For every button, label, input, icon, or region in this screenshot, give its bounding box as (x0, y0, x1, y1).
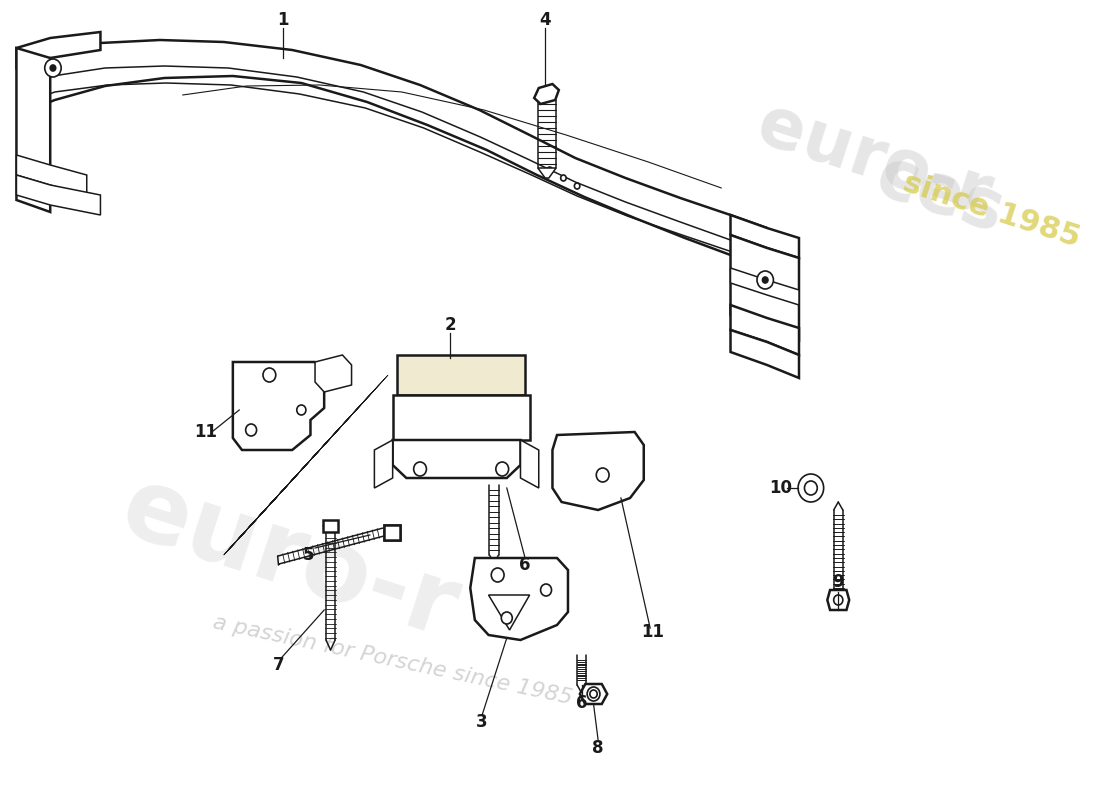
Circle shape (757, 271, 773, 289)
Circle shape (547, 167, 552, 173)
Polygon shape (16, 155, 87, 195)
Polygon shape (393, 395, 529, 440)
Circle shape (561, 175, 566, 181)
Text: 1: 1 (277, 11, 289, 29)
Text: 3: 3 (476, 713, 488, 731)
Polygon shape (374, 440, 393, 488)
Circle shape (799, 474, 824, 502)
Text: 4: 4 (539, 11, 551, 29)
Polygon shape (535, 84, 559, 104)
Text: 6: 6 (576, 694, 587, 712)
Polygon shape (471, 558, 568, 640)
Polygon shape (384, 525, 400, 540)
Text: 7: 7 (273, 656, 284, 674)
Text: 6: 6 (519, 556, 531, 574)
Text: 5: 5 (302, 546, 315, 564)
Polygon shape (580, 684, 607, 704)
Polygon shape (538, 168, 557, 178)
Circle shape (492, 568, 504, 582)
Polygon shape (233, 362, 324, 450)
Polygon shape (16, 175, 100, 215)
Polygon shape (323, 520, 338, 532)
Text: euro-r: euro-r (110, 460, 470, 660)
Text: since 1985: since 1985 (900, 168, 1085, 252)
Circle shape (590, 690, 597, 698)
Circle shape (596, 468, 609, 482)
Polygon shape (315, 355, 352, 392)
Text: a passion for Porsche since 1985: a passion for Porsche since 1985 (211, 612, 574, 708)
Circle shape (51, 65, 56, 71)
Circle shape (502, 612, 513, 624)
Circle shape (245, 424, 256, 436)
Polygon shape (730, 305, 799, 355)
Polygon shape (730, 330, 799, 378)
Circle shape (762, 277, 768, 283)
Circle shape (834, 595, 843, 605)
Circle shape (587, 687, 600, 701)
Text: 11: 11 (194, 423, 217, 441)
Circle shape (45, 59, 62, 77)
Polygon shape (520, 440, 539, 488)
Polygon shape (730, 235, 799, 340)
Polygon shape (19, 40, 767, 268)
Circle shape (297, 405, 306, 415)
Circle shape (804, 481, 817, 495)
Circle shape (496, 462, 508, 476)
Text: 8: 8 (593, 739, 604, 757)
Polygon shape (730, 215, 799, 258)
Polygon shape (730, 268, 799, 305)
Polygon shape (393, 440, 520, 478)
Polygon shape (488, 595, 529, 630)
Circle shape (574, 183, 580, 189)
Circle shape (414, 462, 427, 476)
Polygon shape (827, 590, 849, 610)
Circle shape (540, 584, 551, 596)
Text: euro-r: euro-r (749, 91, 999, 229)
Polygon shape (552, 432, 644, 510)
Text: ces: ces (868, 143, 1012, 247)
Text: 2: 2 (444, 316, 456, 334)
Polygon shape (397, 355, 525, 395)
Polygon shape (16, 48, 51, 212)
Circle shape (263, 368, 276, 382)
Text: 9: 9 (833, 573, 844, 591)
Polygon shape (16, 32, 100, 68)
Text: 11: 11 (641, 623, 664, 641)
Text: 10: 10 (769, 479, 792, 497)
Polygon shape (384, 525, 400, 540)
